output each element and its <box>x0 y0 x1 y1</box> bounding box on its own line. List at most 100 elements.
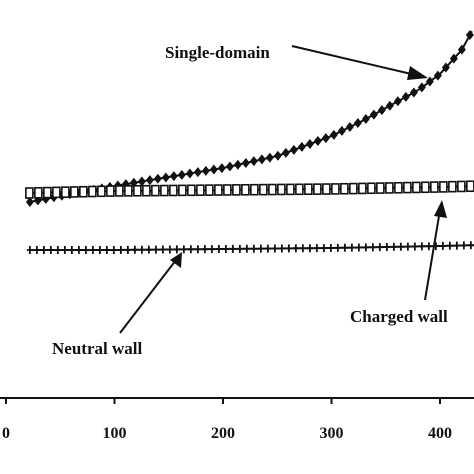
data-point-neutral-wall <box>236 244 243 253</box>
data-point-neutral-wall <box>180 245 187 254</box>
data-point-neutral-wall <box>376 243 383 252</box>
data-point-neutral-wall <box>264 244 271 253</box>
data-point-neutral-wall <box>131 245 138 254</box>
data-point-single-domain <box>393 96 402 107</box>
x-tick-label: 0 <box>2 425 10 442</box>
data-point-neutral-wall <box>439 241 446 250</box>
x-tick-label: 200 <box>211 425 235 442</box>
data-point-neutral-wall <box>117 245 124 254</box>
data-point-charged-wall <box>421 181 430 194</box>
data-point-neutral-wall <box>54 246 61 254</box>
data-point-neutral-wall <box>348 243 355 252</box>
charged-wall-label: Charged wall <box>350 307 448 326</box>
data-point-single-domain <box>281 147 290 158</box>
data-point-single-domain <box>441 62 450 73</box>
data-point-single-domain <box>153 173 162 184</box>
data-point-charged-wall <box>196 184 205 197</box>
data-point-neutral-wall <box>201 245 208 254</box>
data-point-charged-wall <box>61 186 70 198</box>
data-point-neutral-wall <box>250 244 257 253</box>
data-point-charged-wall <box>412 181 421 194</box>
data-point-charged-wall <box>259 183 268 196</box>
data-point-single-domain <box>225 161 234 172</box>
data-point-charged-wall <box>187 184 196 197</box>
data-point-neutral-wall <box>243 244 250 253</box>
data-point-neutral-wall <box>446 241 453 250</box>
data-point-single-domain <box>193 167 202 178</box>
data-point-charged-wall <box>322 183 331 195</box>
data-point-single-domain <box>329 129 338 140</box>
data-point-charged-wall <box>250 183 259 196</box>
single-domain-label: Single-domain <box>165 43 270 62</box>
data-point-neutral-wall <box>257 244 264 253</box>
data-point-single-domain <box>145 175 154 186</box>
data-point-single-domain <box>321 133 330 144</box>
data-point-charged-wall <box>439 181 448 193</box>
series-layer <box>25 29 474 254</box>
data-point-single-domain <box>369 109 378 120</box>
data-point-charged-wall <box>448 180 457 193</box>
data-point-charged-wall <box>88 185 97 198</box>
data-point-charged-wall <box>277 183 286 196</box>
data-point-charged-wall <box>160 184 169 197</box>
data-point-single-domain <box>305 138 314 149</box>
data-point-neutral-wall <box>271 244 278 253</box>
data-point-single-domain <box>265 152 274 163</box>
data-point-neutral-wall <box>40 246 47 254</box>
data-point-charged-wall <box>79 185 88 198</box>
data-point-neutral-wall <box>362 243 369 252</box>
data-point-neutral-wall <box>124 245 131 254</box>
data-point-single-domain <box>289 144 298 155</box>
data-point-charged-wall <box>286 183 295 196</box>
data-point-neutral-wall <box>278 244 285 253</box>
data-point-neutral-wall <box>299 244 306 253</box>
data-point-neutral-wall <box>208 245 215 254</box>
data-point-single-domain <box>161 172 170 183</box>
data-point-single-domain <box>185 168 194 179</box>
data-point-charged-wall <box>457 180 466 193</box>
data-point-charged-wall <box>34 186 43 199</box>
data-point-neutral-wall <box>327 244 334 253</box>
data-point-charged-wall <box>70 186 79 198</box>
data-point-single-domain <box>361 113 370 124</box>
data-point-charged-wall <box>313 183 322 195</box>
data-point-single-domain <box>273 150 282 161</box>
data-point-charged-wall <box>268 183 277 196</box>
data-point-charged-wall <box>430 181 439 193</box>
data-point-neutral-wall <box>110 246 117 254</box>
data-point-charged-wall <box>43 186 52 199</box>
data-point-charged-wall <box>25 187 34 199</box>
data-point-neutral-wall <box>369 243 376 252</box>
x-ticks: 0 100 200 300 400 <box>2 398 452 442</box>
data-point-single-domain <box>337 125 346 136</box>
data-point-neutral-wall <box>173 245 180 254</box>
data-point-neutral-wall <box>82 246 89 254</box>
data-point-single-domain <box>217 163 226 174</box>
data-point-single-domain <box>177 169 186 180</box>
data-point-neutral-wall <box>453 241 460 250</box>
neutral-wall-label: Neutral wall <box>52 339 142 358</box>
data-point-single-domain <box>385 100 394 111</box>
data-point-neutral-wall <box>159 245 166 254</box>
data-point-single-domain <box>401 91 410 102</box>
data-point-charged-wall <box>232 184 241 196</box>
data-point-neutral-wall <box>292 244 299 253</box>
data-point-charged-wall <box>403 181 412 194</box>
data-point-single-domain <box>377 105 386 116</box>
data-point-single-domain <box>465 29 474 40</box>
data-point-single-domain <box>433 70 442 81</box>
series-neutral-wall <box>26 241 474 254</box>
series-charged-wall <box>25 180 474 199</box>
data-point-neutral-wall <box>103 246 110 254</box>
data-point-neutral-wall <box>166 245 173 254</box>
data-point-charged-wall <box>151 184 160 197</box>
data-point-charged-wall <box>223 184 232 196</box>
data-point-neutral-wall <box>96 246 103 254</box>
data-point-charged-wall <box>385 182 394 194</box>
data-point-charged-wall <box>97 185 106 198</box>
data-point-charged-wall <box>340 182 349 195</box>
data-point-neutral-wall <box>467 241 474 250</box>
data-point-single-domain <box>449 53 458 64</box>
data-point-neutral-wall <box>313 244 320 253</box>
